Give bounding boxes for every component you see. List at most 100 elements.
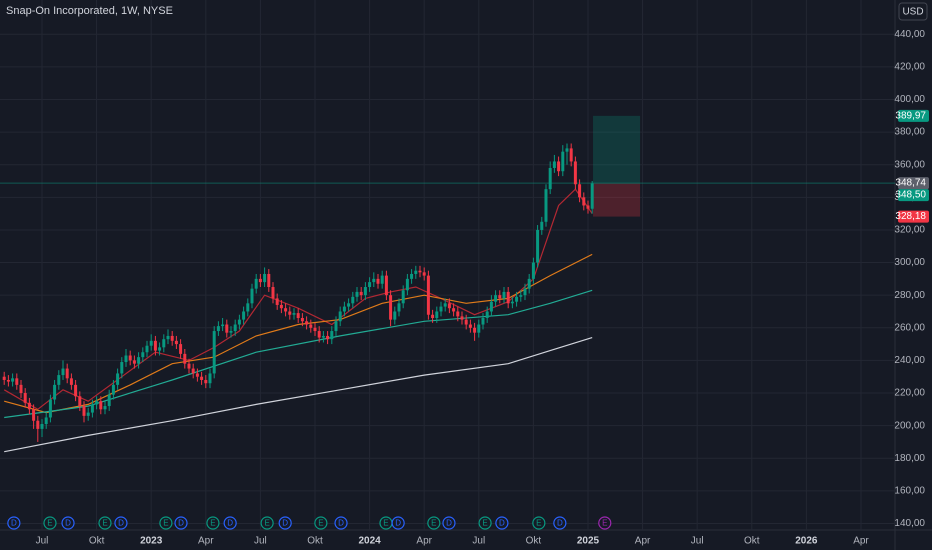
candle-body: [330, 331, 334, 340]
event-marker: [532, 516, 546, 530]
candle-body: [149, 340, 153, 346]
event-label: D: [227, 519, 233, 528]
y-tick-label: 180,00: [894, 453, 925, 464]
candle-body: [485, 311, 489, 318]
candle-body: [498, 295, 502, 299]
event-label: E: [264, 519, 269, 528]
candle-body: [552, 161, 556, 168]
candle-body: [452, 308, 456, 312]
candle-body: [494, 295, 498, 302]
candle-body: [536, 229, 540, 263]
candle-body: [405, 278, 409, 291]
candle-body: [569, 148, 573, 162]
event-marker: [278, 516, 292, 530]
candle-body: [582, 197, 586, 206]
candle-body: [27, 402, 31, 410]
candle-body: [36, 420, 40, 429]
candle-body: [473, 327, 477, 333]
event-label: E: [318, 519, 323, 528]
candle-body: [334, 321, 338, 332]
candle-body: [258, 278, 262, 283]
candle-body: [540, 221, 544, 230]
candle-body: [586, 205, 590, 209]
price-label-box: [898, 177, 929, 190]
y-tick-label: 420,00: [894, 62, 925, 73]
candle-body: [216, 326, 220, 332]
candle-body: [376, 278, 380, 284]
event-label: E: [163, 519, 168, 528]
y-tick-label: 160,00: [894, 486, 925, 497]
price-label: 348,74: [895, 178, 926, 189]
x-tick-label: 2026: [795, 536, 818, 547]
currency-label[interactable]: USD: [902, 7, 923, 18]
y-tick-label: 200,00: [894, 420, 925, 431]
candle-body: [166, 335, 170, 340]
moving-average-line: [4, 289, 593, 419]
price-label: 389,97: [895, 110, 926, 121]
candle-body: [489, 301, 493, 312]
moving-average-line: [4, 337, 593, 453]
candle-body: [435, 311, 439, 318]
candle-body: [279, 304, 283, 309]
candle-body: [531, 262, 535, 279]
candle-body: [309, 324, 313, 328]
candle-body: [69, 378, 73, 385]
grid: [0, 0, 895, 530]
chart-title: Snap-On Incorporated, 1W, NYSE: [6, 5, 173, 17]
candle-body: [401, 290, 405, 304]
candle-body: [565, 148, 569, 152]
candle-body: [107, 394, 111, 407]
event-marker: [553, 516, 567, 530]
currency-button[interactable]: [898, 2, 928, 21]
candle-body: [74, 384, 78, 397]
x-tick-label: 2023: [140, 536, 163, 547]
candle-body: [296, 313, 300, 318]
candle-body: [145, 345, 149, 353]
candle-body: [208, 373, 212, 384]
candle-body: [410, 273, 414, 279]
y-tick-label: 380,00: [894, 127, 925, 138]
candle-body: [11, 378, 15, 382]
candle-body: [355, 291, 359, 297]
event-label: D: [65, 519, 71, 528]
y-tick-label: 360,00: [894, 159, 925, 170]
stop-zone: [593, 183, 641, 217]
candle-body: [523, 288, 527, 296]
candle-body: [275, 298, 279, 305]
y-tick-label: 300,00: [894, 257, 925, 268]
candle-body: [384, 275, 388, 296]
candle-body: [321, 335, 325, 338]
candle-body: [397, 303, 401, 312]
candle-body: [271, 287, 275, 299]
event-marker: [114, 516, 128, 530]
event-label: D: [11, 519, 17, 528]
candle-body: [95, 401, 99, 405]
candle-body: [288, 311, 292, 315]
candle-body: [263, 273, 267, 283]
candle-body: [229, 331, 233, 333]
candle-body: [254, 278, 258, 289]
candle-body: [120, 362, 124, 374]
candle-body: [544, 189, 548, 222]
price-label-box: [898, 109, 929, 122]
candle-body: [204, 379, 208, 384]
candle-body: [183, 353, 187, 364]
event-label: E: [602, 519, 607, 528]
x-tick-label: Jul: [691, 536, 704, 547]
candle-body: [426, 275, 430, 315]
candle-body: [179, 344, 183, 354]
candle-body: [65, 368, 69, 379]
candle-body: [48, 399, 52, 418]
candle-body: [393, 311, 397, 320]
event-marker: [260, 516, 274, 530]
candle-body: [153, 340, 157, 351]
candle-body: [481, 318, 485, 325]
candle-body: [351, 296, 355, 304]
target-zone: [593, 115, 641, 184]
candle-body: [267, 273, 271, 288]
candle-body: [53, 384, 57, 400]
candle-body: [439, 306, 443, 312]
candle-body: [380, 275, 384, 284]
